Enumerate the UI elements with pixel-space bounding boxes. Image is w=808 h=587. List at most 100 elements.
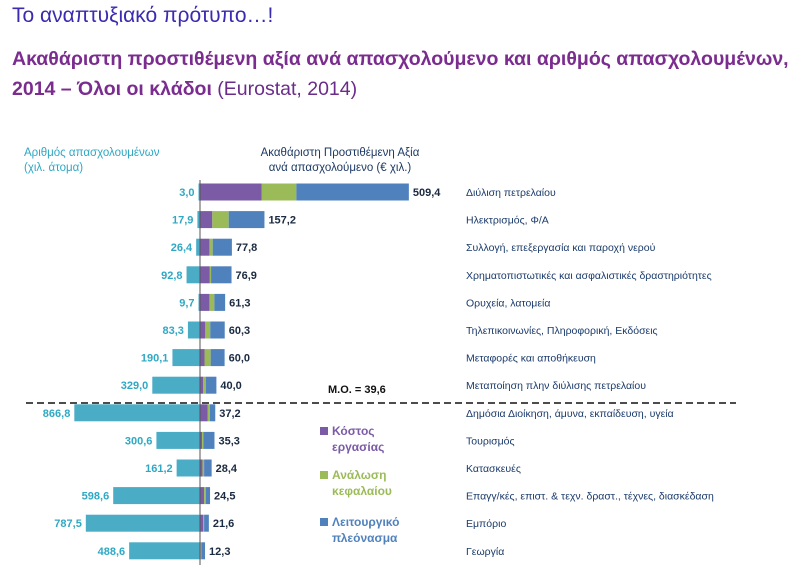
category-label: Δημόσια Διοίκηση, άμυνα, εκπαίδευση, υγε… <box>466 408 674 420</box>
labor-cost-segment <box>200 404 208 422</box>
operating-surplus-segment <box>201 542 206 560</box>
category-label: Ορυχεία, λατομεία <box>466 297 550 309</box>
employment-bar <box>198 183 200 201</box>
operating-surplus-segment <box>204 514 209 532</box>
employment-value-label: 866,8 <box>43 408 71 420</box>
legend-label: εργασίας <box>332 440 384 454</box>
capital-consumption-segment <box>205 321 211 339</box>
gva-value-label: 157,2 <box>268 215 296 227</box>
employment-value-label: 161,2 <box>145 463 173 475</box>
employment-value-label: 83,3 <box>162 325 183 337</box>
legend-label: Ανάλωση <box>332 468 386 482</box>
employment-bar <box>176 459 200 477</box>
employment-bar <box>187 321 200 339</box>
gva-value-label: 12,3 <box>209 546 230 558</box>
employment-value-label: 9,7 <box>179 297 194 309</box>
employment-value-label: 787,5 <box>54 518 82 530</box>
operating-surplus-segment <box>212 238 232 256</box>
employment-header-line-1: Αριθμός απασχολουμένων <box>24 147 160 159</box>
employment-bar <box>197 211 200 229</box>
employment-bar <box>74 404 200 422</box>
legend-label: Λειτουργικό <box>332 515 399 529</box>
gva-header-line-2: ανά απασχολούμενο (€ χιλ.) <box>268 162 412 174</box>
capital-consumption-segment <box>207 404 210 422</box>
page-title: Το αναπτυξιακό πρότυπο…! <box>12 4 274 27</box>
employment-bar <box>113 487 200 505</box>
labor-cost-segment <box>200 183 262 201</box>
employment-bar <box>85 514 200 532</box>
employment-bar <box>196 238 200 256</box>
category-label: Τουρισμός <box>466 435 515 447</box>
employment-value-label: 300,6 <box>125 435 153 447</box>
subtitle-main: Ακαθάριστη προστιθέμενη αξία ανά απασχολ… <box>12 48 789 100</box>
employment-axis-header: Αριθμός απασχολουμένων (χιλ. άτομα) <box>24 146 159 176</box>
category-label: Γεωργία <box>466 546 504 558</box>
capital-consumption-segment <box>203 514 205 532</box>
legend-label: πλεόνασμα <box>332 531 398 545</box>
employment-bar <box>198 293 200 311</box>
labor-cost-segment <box>200 266 210 284</box>
gva-value-label: 60,3 <box>229 325 250 337</box>
operating-surplus-segment <box>296 183 409 201</box>
capital-consumption-segment <box>204 349 211 367</box>
labor-cost-segment <box>200 293 210 311</box>
employment-value-label: 17,9 <box>172 215 193 227</box>
labor-cost-segment <box>200 431 203 449</box>
gva-header-line-1: Ακαθάριστη Προστιθέμενη Αξία <box>260 147 420 159</box>
capital-consumption-segment <box>209 266 212 284</box>
capital-consumption-segment <box>204 487 206 505</box>
operating-surplus-segment <box>228 211 265 229</box>
category-label: Διύλιση πετρελαίου <box>466 187 556 199</box>
gva-value-label: 76,9 <box>236 270 257 282</box>
labor-cost-segment <box>200 487 205 505</box>
chart-subtitle: Ακαθάριστη προστιθέμενη αξία ανά απασχολ… <box>12 44 802 104</box>
category-label: Μεταποίηση πλην διύλισης πετρελαίου <box>466 380 646 392</box>
legend-label: κεφαλαίου <box>332 484 392 498</box>
category-label: Εμπόριο <box>466 518 506 530</box>
operating-surplus-segment <box>211 266 232 284</box>
operating-surplus-segment <box>203 431 215 449</box>
subtitle-source: (Eurostat, 2014) <box>211 78 358 100</box>
capital-consumption-segment <box>209 238 213 256</box>
gva-value-label: 61,3 <box>229 297 250 309</box>
gva-value-label: 35,3 <box>218 435 239 447</box>
labor-cost-segment <box>200 211 213 229</box>
labor-cost-segment <box>200 459 203 477</box>
gva-value-label: 37,2 <box>219 408 240 420</box>
employment-value-label: 329,0 <box>121 380 149 392</box>
employment-bar <box>156 431 200 449</box>
capital-consumption-segment <box>202 459 205 477</box>
category-label: Χρηματοπιστωτικές και ασφαλιστικές δραστ… <box>466 270 712 282</box>
employment-value-label: 3,0 <box>179 187 194 199</box>
category-label: Ηλεκτρισμός, Φ/Α <box>466 215 549 227</box>
employment-bar <box>172 349 200 367</box>
capital-consumption-segment <box>203 376 206 394</box>
gva-value-label: 28,4 <box>216 463 238 475</box>
employment-value-label: 190,1 <box>141 353 169 365</box>
employment-value-label: 488,6 <box>98 546 126 558</box>
category-label: Μεταφορές και αποθήκευση <box>466 353 596 365</box>
legend-swatch <box>320 471 328 479</box>
labor-cost-segment <box>200 349 205 367</box>
capital-consumption-segment <box>209 293 215 311</box>
operating-surplus-segment <box>204 459 212 477</box>
legend-label: Κόστος <box>332 424 375 438</box>
labor-cost-segment <box>200 376 204 394</box>
operating-surplus-segment <box>210 321 225 339</box>
employment-value-label: 598,6 <box>82 491 110 503</box>
category-label: Επαγγ/κές, επιστ. & τεχν. δραστ., τέχνες… <box>466 491 714 503</box>
labor-cost-segment <box>200 238 210 256</box>
operating-surplus-segment <box>209 404 216 422</box>
capital-consumption-segment <box>200 542 202 560</box>
gva-axis-header: Ακαθάριστη Προστιθέμενη Αξία ανά απασχολ… <box>240 146 440 176</box>
legend-swatch <box>320 518 328 526</box>
labor-cost-segment <box>200 321 206 339</box>
employment-bar <box>129 542 200 560</box>
gva-value-label: 21,6 <box>213 518 234 530</box>
category-label: Συλλογή, επεξεργασία και παροχή νερού <box>466 242 656 254</box>
category-label: Κατασκευές <box>466 463 521 475</box>
labor-cost-segment <box>200 514 204 532</box>
operating-surplus-segment <box>210 349 225 367</box>
gva-value-label: 77,8 <box>236 242 257 254</box>
operating-surplus-segment <box>205 487 211 505</box>
